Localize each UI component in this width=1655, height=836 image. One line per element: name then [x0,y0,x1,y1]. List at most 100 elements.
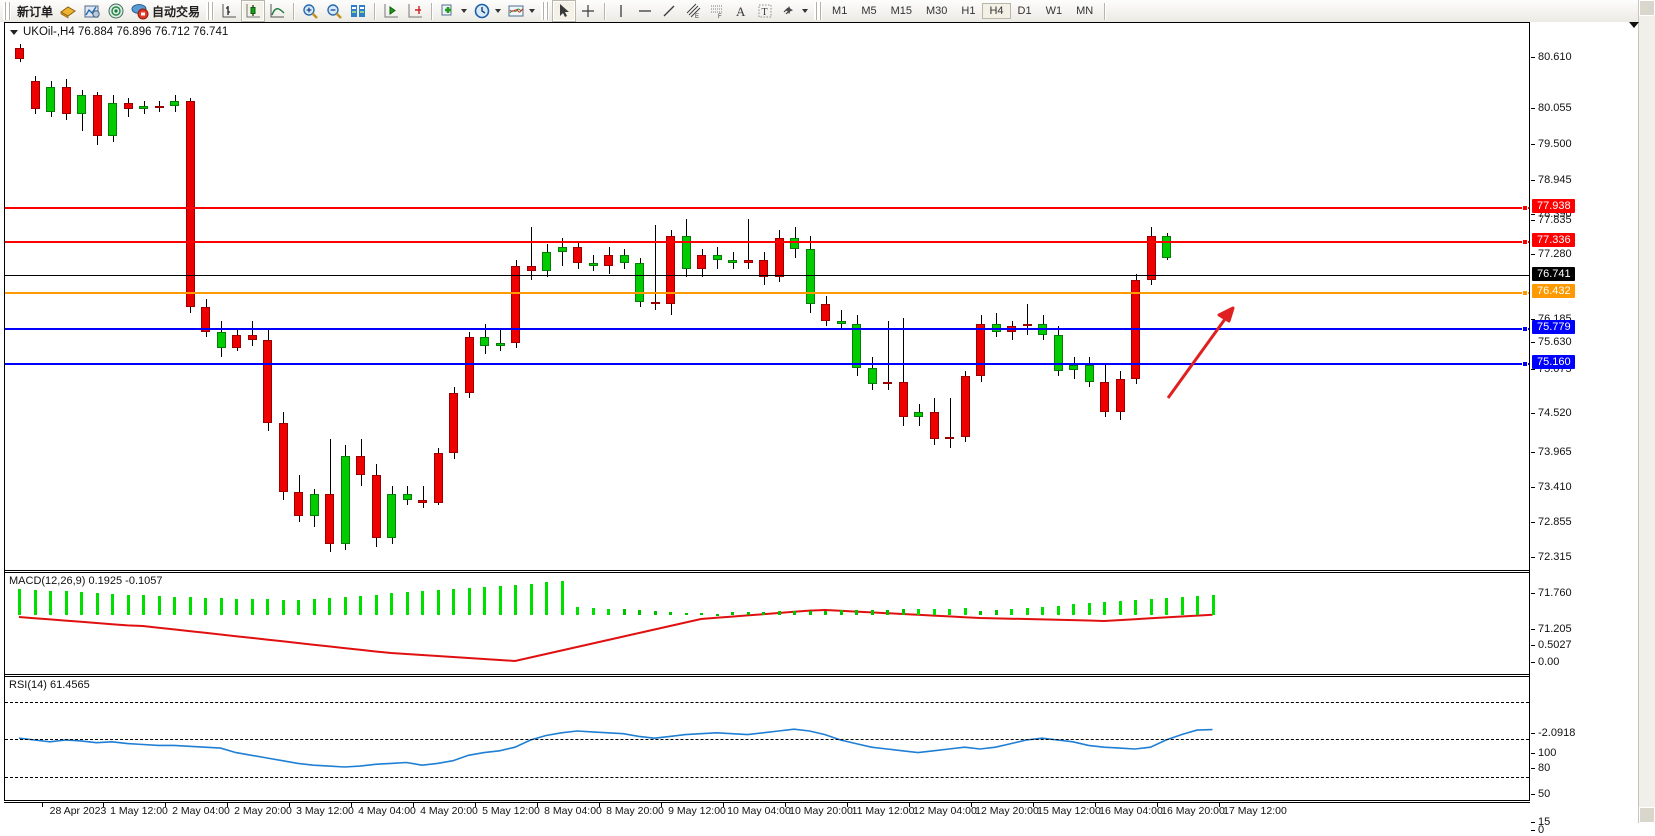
indicators-icon [439,2,457,20]
collapse-icon[interactable] [10,29,18,35]
fibonacci-button[interactable]: F [705,1,729,21]
level-handle-support-1[interactable] [1522,326,1528,332]
timeframe-h1[interactable]: H1 [961,5,976,17]
macd-bar [64,591,68,615]
scroll-up-button[interactable] [1639,0,1655,16]
timeframe-d1[interactable]: D1 [1017,5,1032,17]
price-label-resistance-2[interactable]: 77.938 [1532,199,1575,213]
autotrade-button[interactable]: 自动交易 [128,1,203,21]
macd-bar [1041,606,1044,615]
price-tick: 50 [1531,788,1655,800]
timeframe-h4[interactable]: H4 [982,3,1011,19]
time-gridmark [723,803,724,807]
trendline-button[interactable] [657,1,681,21]
level-line-support-2[interactable] [5,363,1529,365]
macd-bar [18,589,21,615]
zoom-out-button[interactable] [322,1,346,21]
timeframe-mn[interactable]: MN [1076,5,1094,17]
new-order-button[interactable]: 新订单 [14,1,56,21]
line-chart-button[interactable] [265,1,289,21]
level-line-resistance-1[interactable] [5,241,1529,243]
period-button[interactable] [470,1,504,21]
timeframe-m5[interactable]: M5 [861,5,877,17]
price-pane[interactable] [5,23,1529,571]
cursor-button[interactable] [552,0,577,22]
vertical-scrollbar[interactable] [1638,0,1655,823]
macd-bar [715,614,719,617]
macd-bar [653,611,657,615]
templates-dropdown-caret[interactable] [529,9,536,13]
chart-shift-button[interactable] [403,1,427,21]
sell-icon-button[interactable] [56,1,80,21]
macd-bar [49,590,52,615]
equidistant-channel-button[interactable]: E [681,1,705,21]
svg-text:E: E [695,14,699,20]
text-icon: T [756,2,774,20]
macd-bar [560,581,564,615]
macd-bar [886,609,889,615]
cursor-icon [555,2,573,20]
timeframe-m1[interactable]: M1 [832,5,848,17]
macd-bar [994,609,998,615]
price-label-support-1[interactable]: 75.779 [1532,320,1575,334]
templates-button[interactable] [504,1,538,21]
chart-area[interactable]: UKOil-,H4 76.884 76.896 76.712 76.741 MA… [0,22,1655,836]
toolbar-grip-3[interactable] [541,2,550,20]
toolbar-grip-4[interactable] [814,2,823,20]
bar-chart-button[interactable] [217,1,241,21]
text-button[interactable]: T [753,1,777,21]
time-tick: 3 May 12:00 [296,805,354,817]
crosshair-button[interactable] [576,1,600,21]
price-label-resistance-1[interactable]: 77.336 [1532,233,1575,247]
rsi-pane[interactable]: RSI(14) 61.4565 [5,676,1529,800]
vertical-line-button[interactable] [609,1,633,21]
indicators-button[interactable] [436,1,470,21]
macd-bar [824,610,827,615]
level-line-pivot[interactable] [5,292,1529,294]
macd-bar [297,600,300,615]
rsi-level-80 [5,702,1529,703]
level-line-support-1[interactable] [5,328,1529,330]
scroll-caret-icon[interactable] [1629,22,1639,28]
macd-bar [1180,596,1184,615]
macd-bar [405,592,409,615]
level-handle-support-2[interactable] [1522,361,1528,367]
level-handle-resistance-2[interactable] [1522,205,1528,211]
timeframe-m15[interactable]: M15 [890,5,912,17]
price-label-pivot[interactable]: 76.432 [1532,284,1575,298]
auto-scroll-button[interactable] [379,1,403,21]
toolbar-grip[interactable] [3,2,11,20]
timeframe-w1[interactable]: W1 [1045,5,1063,17]
objects-dropdown-caret[interactable] [802,9,809,13]
scroll-down-button[interactable] [1639,807,1655,823]
level-handle-resistance-1[interactable] [1522,239,1528,245]
macd-bar [607,608,610,615]
horizontal-line-button[interactable] [633,1,657,21]
time-axis[interactable]: 28 Apr 2023 1 May 12:00 2 May 04:00 2 May 2… [4,802,1530,822]
objects-button[interactable] [777,1,811,21]
price-label-support-2[interactable]: 75.160 [1532,355,1575,369]
period-dropdown-caret[interactable] [495,9,502,13]
signals-icon-button[interactable] [104,1,128,21]
price-axis[interactable]: 80.610 80.055 79.500 78.945 78.390 77.835 77.2… [1531,22,1655,836]
time-gridmark [537,803,538,807]
level-line-current-price[interactable] [5,275,1529,276]
data-window-button[interactable] [346,1,370,21]
macd-bar [793,611,796,615]
time-tick: 2 May 20:00 [234,805,292,817]
timeframe-m30[interactable]: M30 [926,5,948,17]
level-handle-pivot[interactable] [1522,290,1528,296]
macd-pane[interactable]: MACD(12,26,9) 0.1925 -0.1057 [5,572,1529,675]
price-label-current-price[interactable]: 76.741 [1532,267,1575,281]
level-line-resistance-2[interactable] [5,207,1529,209]
text-label-button[interactable]: A [729,1,753,21]
macd-bar [235,598,238,615]
data-window-icon [349,2,367,20]
zoom-in-button[interactable] [298,1,322,21]
deal-icon-button[interactable] [80,1,104,21]
price-tick: 71.205 [1531,623,1655,635]
candlestick-chart-button[interactable] [241,0,266,22]
svg-text:T: T [762,7,768,18]
indicators-dropdown-caret[interactable] [461,9,468,13]
toolbar-grip-2[interactable] [206,2,215,20]
